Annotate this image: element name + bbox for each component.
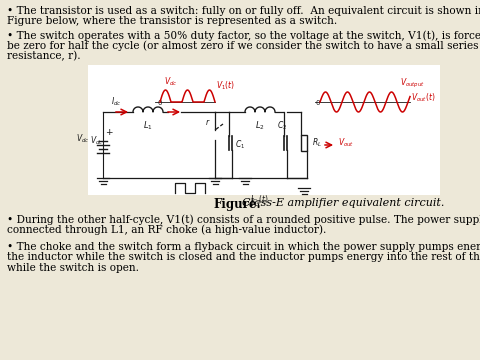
Text: Figure.: Figure. [213,198,261,211]
Text: while the switch is open.: while the switch is open. [7,263,139,273]
Text: be zero for half the cycle (or almost zero if we consider the switch to have a s: be zero for half the cycle (or almost ze… [7,40,479,51]
Text: • The transistor is used as a switch: fully on or fully off.  An equivalent circ: • The transistor is used as a switch: fu… [7,6,480,16]
Text: Class-E amplifier equivalent circuit.: Class-E amplifier equivalent circuit. [242,198,444,208]
Text: $I_{C_1}(t)$: $I_{C_1}(t)$ [250,193,269,207]
Text: resistance, r).: resistance, r). [7,51,81,61]
Bar [301,135,307,151]
Text: $L_2$: $L_2$ [255,120,265,132]
Text: connected through L1, an RF choke (a high-value inductor).: connected through L1, an RF choke (a hig… [7,225,326,235]
Text: $r$: $r$ [205,117,211,127]
Text: $V_{out}$: $V_{out}$ [338,137,354,149]
Bar [88,65,440,195]
Text: $V_{output}$: $V_{output}$ [400,76,425,90]
Text: $V_{dc}$: $V_{dc}$ [164,76,178,89]
Text: $V_1(t)$: $V_1(t)$ [216,80,235,93]
Text: 0: 0 [315,100,320,106]
Text: the inductor while the switch is closed and the inductor pumps energy into the r: the inductor while the switch is closed … [7,252,480,262]
Text: $R_L$: $R_L$ [312,137,322,149]
Text: • During the other half-cycle, V1(t) consists of a rounded positive pulse. The p: • During the other half-cycle, V1(t) con… [7,214,480,225]
Text: $V_{dc}$: $V_{dc}$ [90,135,104,147]
Text: 0: 0 [157,100,161,106]
Text: $I_{dc}$: $I_{dc}$ [111,95,121,108]
Text: $C_2$: $C_2$ [277,120,287,132]
Text: $V_{dc}$: $V_{dc}$ [75,133,89,145]
Text: Figure below, where the transistor is represented as a switch.: Figure below, where the transistor is re… [7,17,337,27]
Text: $V_{out}(t)$: $V_{out}(t)$ [411,91,435,104]
Text: $C_1$: $C_1$ [235,139,245,151]
Text: • The switch operates with a 50% duty factor, so the voltage at the switch, V1(t: • The switch operates with a 50% duty fa… [7,30,480,41]
Text: • The choke and the switch form a flyback circuit in which the power supply pump: • The choke and the switch form a flybac… [7,242,480,252]
Text: $L_1$: $L_1$ [143,120,153,132]
Text: +: + [105,128,112,137]
